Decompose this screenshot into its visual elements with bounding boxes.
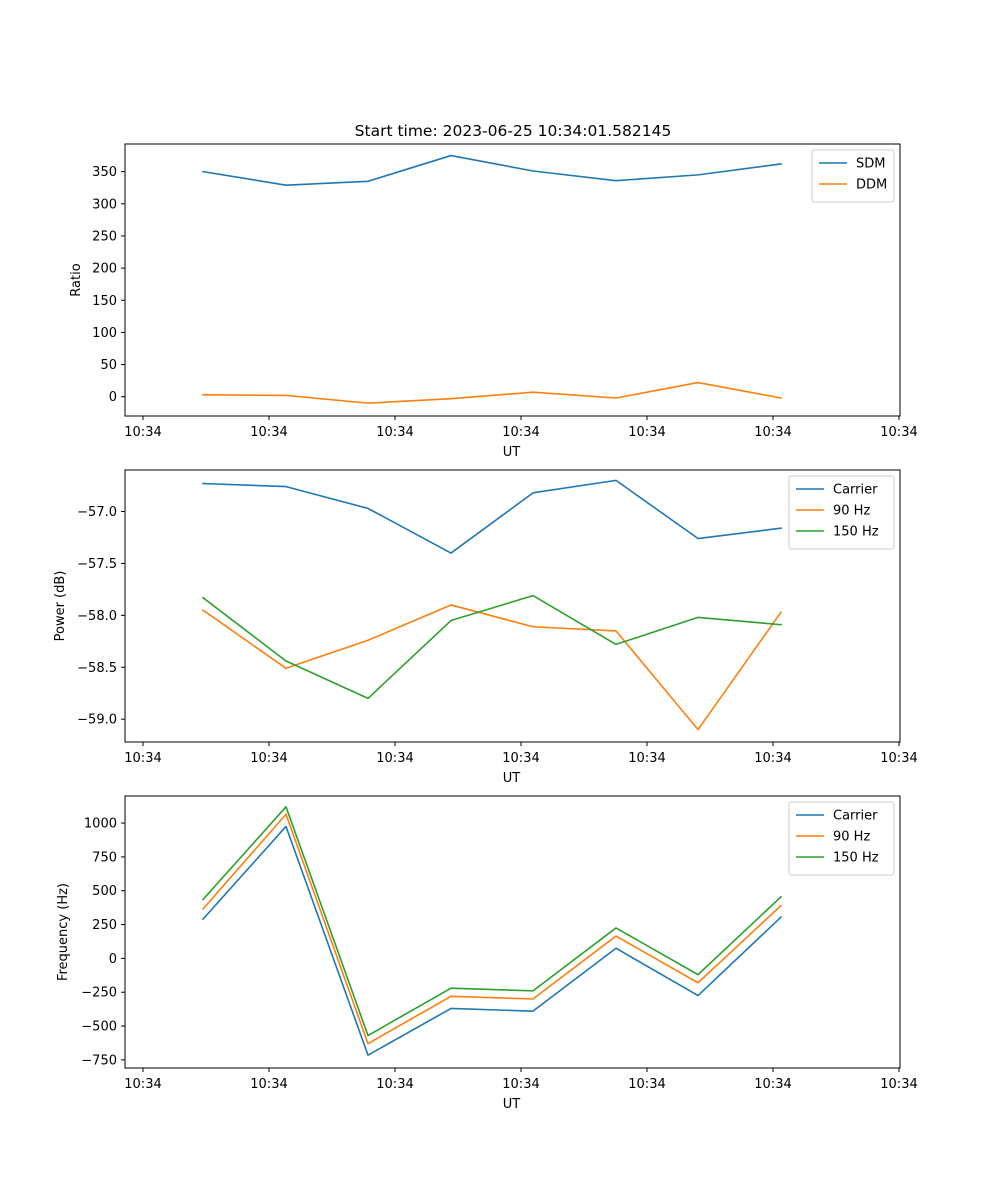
series-line-90-hz — [201, 813, 783, 1045]
y-axis-label: Ratio — [69, 263, 84, 296]
y-tick-label: −500 — [81, 1020, 117, 1035]
legend-entry: 90 Hz — [833, 504, 870, 519]
legend: Carrier 90 Hz 150 Hz — [788, 475, 895, 550]
y-tick-label: 0 — [109, 390, 117, 405]
y-tick-label: −58.0 — [77, 609, 117, 624]
x-tick-label: 10:34 — [250, 1077, 287, 1092]
plot-frame — [124, 469, 901, 743]
legend-entry: Carrier — [833, 809, 878, 824]
x-tick-label: 10:34 — [250, 751, 287, 766]
x-tick-label: 10:34 — [628, 425, 665, 440]
x-axis-label: UT — [503, 445, 521, 460]
y-tick-label: 300 — [92, 197, 117, 212]
chart-panel-2: 10:34 10:34 10:34 10:34 10:34 10:34 10:34 −59.0… — [53, 469, 918, 786]
x-axis-label: UT — [503, 1097, 521, 1112]
y-tick-label: 150 — [92, 294, 117, 309]
figure-title: Start time: 2023-06-25 10:34:01.582145 — [355, 122, 672, 140]
y-axis-label: Frequency (Hz) — [56, 883, 71, 981]
y-tick-label: 750 — [92, 850, 117, 865]
legend-entry: SDM — [856, 157, 885, 172]
x-tick-label: 10:34 — [754, 751, 791, 766]
x-tick-label: 10:34 — [502, 425, 539, 440]
x-axis-label: UT — [503, 771, 521, 786]
series-line-sdm — [202, 154, 782, 186]
x-tick-label: 10:34 — [250, 425, 287, 440]
legend: Carrier 90 Hz 150 Hz — [788, 801, 895, 876]
x-tick-label: 10:34 — [124, 1077, 161, 1092]
series-line-carrier — [202, 479, 782, 554]
legend-entry: 150 Hz — [833, 525, 879, 540]
y-tick-label: 0 — [109, 952, 117, 967]
plot-frame — [124, 795, 901, 1069]
x-tick-label: 10:34 — [880, 751, 917, 766]
chart-panel-1: 10:34 10:34 10:34 10:34 10:34 10:34 10:34 0 50 10… — [69, 143, 918, 460]
y-tick-label: 500 — [92, 884, 117, 899]
legend-entry: Carrier — [833, 483, 878, 498]
series-line-150-hz — [201, 594, 782, 700]
x-tick-label: 10:34 — [376, 751, 413, 766]
legend-entry: DDM — [856, 178, 887, 193]
y-tick-label: −750 — [81, 1053, 117, 1068]
series-line-ddm — [202, 381, 782, 404]
series-line-150-hz — [201, 806, 783, 1037]
chart-panel-3: 10:34 10:34 10:34 10:34 10:34 10:34 10:34 −750 −… — [56, 795, 918, 1112]
x-tick-label: 10:34 — [754, 1077, 791, 1092]
y-tick-label: 250 — [92, 918, 117, 933]
x-tick-label: 10:34 — [502, 1077, 539, 1092]
y-tick-label: −57.0 — [77, 505, 117, 520]
y-tick-label: −59.0 — [77, 713, 117, 728]
y-tick-label: 100 — [92, 326, 117, 341]
x-tick-label: 10:34 — [880, 1077, 917, 1092]
legend: SDM DDM — [811, 149, 895, 203]
x-tick-label: 10:34 — [754, 425, 791, 440]
y-tick-label: 50 — [100, 358, 117, 373]
x-tick-label: 10:34 — [124, 425, 161, 440]
series-line-90-hz — [201, 604, 783, 731]
legend-entry: 150 Hz — [833, 851, 879, 866]
x-tick-label: 10:34 — [880, 425, 917, 440]
plot-frame — [124, 143, 901, 417]
y-tick-label: 200 — [92, 262, 117, 277]
x-tick-label: 10:34 — [628, 1077, 665, 1092]
x-tick-label: 10:34 — [124, 751, 161, 766]
x-tick-label: 10:34 — [628, 751, 665, 766]
y-tick-label: 1000 — [84, 817, 117, 832]
y-tick-label: −57.5 — [77, 557, 117, 572]
y-tick-label: −58.5 — [77, 661, 117, 676]
y-tick-label: −250 — [81, 986, 117, 1001]
x-tick-label: 10:34 — [376, 1077, 413, 1092]
y-axis-label: Power (dB) — [53, 571, 68, 642]
series-line-carrier — [201, 825, 783, 1056]
y-tick-label: 250 — [92, 229, 117, 244]
x-tick-label: 10:34 — [376, 425, 413, 440]
y-tick-label: 350 — [92, 165, 117, 180]
x-tick-label: 10:34 — [502, 751, 539, 766]
legend-entry: 90 Hz — [833, 830, 870, 845]
